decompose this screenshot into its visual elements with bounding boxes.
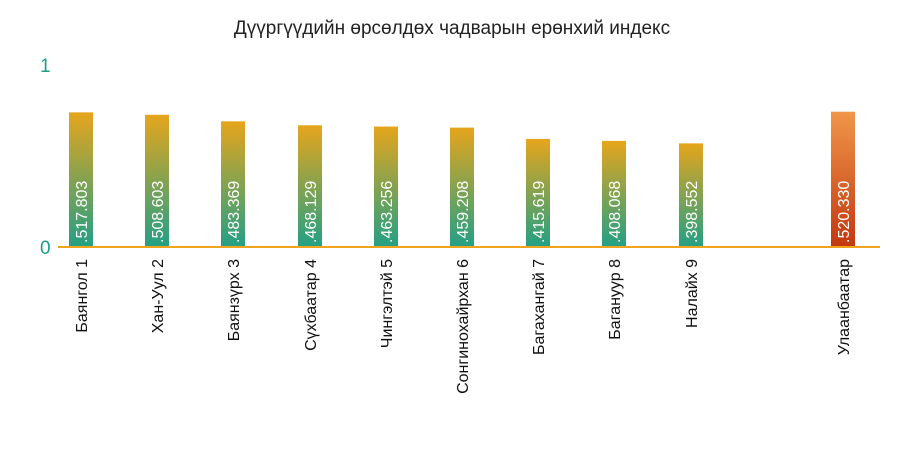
data-label-6: .459.208 (455, 181, 472, 243)
x-tick-labels: Баянгол 1 Хан-Уул 2 Баянзүрх 3 Сүхбаатар 4 Ч… (74, 259, 853, 394)
x-tick-label-3: Баянзүрх 3 (226, 259, 243, 341)
bar-1 (69, 112, 93, 248)
data-label-2: .508.603 (150, 181, 167, 243)
data-label-1: .517.803 (74, 181, 91, 243)
bar-5 (374, 126, 398, 247)
data-label-7: .415.619 (531, 181, 548, 243)
x-tick-label-8: Багануур 8 (607, 259, 624, 340)
x-tick-label-4: Сүхбаатар 4 (303, 259, 320, 351)
bar-3 (221, 121, 245, 247)
bar-2 (145, 114, 169, 248)
x-tick-label-7: Багахангай 7 (531, 259, 548, 355)
x-tick-label-2: Хан-Уул 2 (150, 259, 167, 333)
bars-group: .517.803 .508.603 .483.369 .468.129 .463.256… (69, 111, 855, 248)
data-label-3: .483.369 (226, 181, 243, 243)
x-tick-label-6: Сонгинохайрхан 6 (455, 259, 472, 394)
data-label-5: .463.256 (379, 181, 396, 243)
x-tick-label-10: Улаанбаатар (836, 259, 853, 355)
data-label-10: .520.330 (836, 181, 853, 243)
data-label-4: .468.129 (303, 181, 320, 243)
bar-4 (298, 125, 322, 247)
bar-10 (831, 111, 855, 247)
y-tick-label-1: 1 (40, 56, 51, 77)
x-tick-label-1: Баянгол 1 (74, 259, 91, 333)
data-label-8: .408.068 (607, 181, 624, 243)
bar-7 (526, 138, 550, 247)
x-tick-label-5: Чингэлтэй 5 (379, 259, 396, 348)
chart-title: Дүүргүүдийн өрсөлдөх чадварын ерөнхий ин… (234, 18, 670, 39)
bar-6 (450, 127, 474, 247)
data-label-9: .398.552 (684, 181, 701, 243)
bar-8 (602, 140, 626, 247)
y-tick-label-0: 0 (40, 238, 51, 259)
x-tick-label-9: Налайх 9 (684, 259, 701, 328)
bar-9 (679, 143, 703, 247)
